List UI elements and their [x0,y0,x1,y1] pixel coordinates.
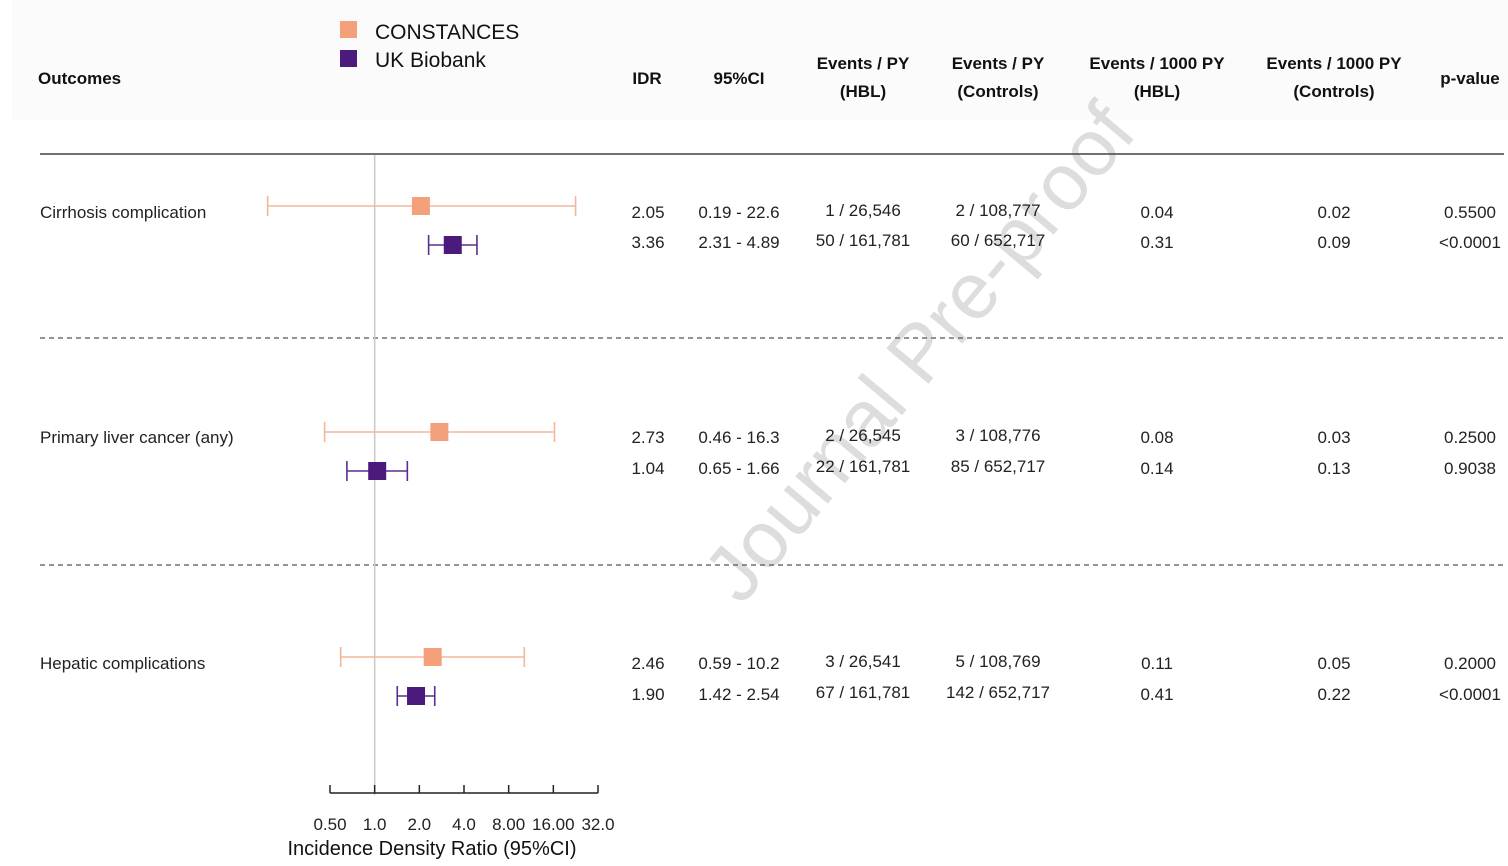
header-ci: 95%CI [713,69,764,88]
cell-events-py-hbl: 67 / 161,781 [816,683,911,702]
cell-events-py-hbl: 3 / 26,541 [825,652,901,671]
cell-rate-hbl: 0.41 [1140,685,1173,704]
cell-idr: 2.73 [631,428,664,447]
cell-rate-controls: 0.05 [1317,654,1350,673]
cell-rate-hbl: 0.31 [1140,233,1173,252]
header-pvalue: p-value [1440,69,1500,88]
point-estimate [443,236,462,254]
cell-ci: 0.46 - 16.3 [698,428,779,447]
header-events-py-controls-line2: (Controls) [957,82,1038,101]
cell-ci: 0.65 - 1.66 [698,459,779,478]
outcome-label: Cirrhosis complication [40,203,206,222]
x-tick-label: 16.00 [532,815,575,834]
outcome-label: Primary liver cancer (any) [40,428,234,447]
cell-pvalue: 0.2000 [1444,654,1496,673]
legend-label-constances: CONSTANCES [375,21,519,44]
header-events-py-hbl-line2: (HBL) [840,82,886,101]
x-axis-title: Incidence Density Ratio (95%CI) [287,838,576,860]
legend-swatch-constances [340,21,357,38]
cell-rate-hbl: 0.11 [1141,654,1173,673]
x-tick-label: 32.0 [581,815,614,834]
cell-idr: 2.46 [631,654,664,673]
watermark-text: Journal Pre-proof [686,86,1152,617]
cell-events-py-hbl: 2 / 26,545 [825,426,901,445]
cell-ci: 0.59 - 10.2 [698,654,779,673]
x-tick-label: 0.50 [313,815,346,834]
cell-ci: 0.19 - 22.6 [698,203,779,222]
cell-events-py-controls: 60 / 652,717 [951,231,1046,250]
cell-events-py-controls: 3 / 108,776 [955,426,1040,445]
legend-label-ukbiobank: UK Biobank [375,49,486,72]
point-estimate [368,462,387,480]
cell-rate-controls: 0.22 [1317,685,1350,704]
cell-pvalue: 0.5500 [1444,203,1496,222]
cell-events-py-controls: 85 / 652,717 [951,457,1046,476]
cell-rate-hbl: 0.14 [1140,459,1173,478]
cell-events-py-hbl: 1 / 26,546 [825,201,901,220]
cell-rate-hbl: 0.04 [1140,203,1173,222]
x-tick-label: 1.0 [363,815,387,834]
cell-ci: 2.31 - 4.89 [698,233,779,252]
cell-idr: 3.36 [631,233,664,252]
cell-events-py-controls: 5 / 108,769 [955,652,1040,671]
cell-pvalue: 0.9038 [1444,459,1496,478]
cell-rate-controls: 0.09 [1317,233,1350,252]
legend-swatch-ukbiobank [340,50,357,67]
header-events-1000-controls-line1: Events / 1000 PY [1266,54,1402,73]
cell-ci: 1.42 - 2.54 [698,685,779,704]
cell-events-py-hbl: 22 / 161,781 [816,457,911,476]
cell-rate-controls: 0.03 [1317,428,1350,447]
x-tick-label: 8.00 [492,815,525,834]
cell-rate-controls: 0.02 [1317,203,1350,222]
cell-idr: 2.05 [631,203,664,222]
header-events-py-controls-line1: Events / PY [952,54,1045,73]
cell-rate-hbl: 0.08 [1140,428,1173,447]
header-outcomes: Outcomes [38,69,121,88]
cell-pvalue: <0.0001 [1439,233,1501,252]
point-estimate [407,687,426,705]
cell-events-py-controls: 142 / 652,717 [946,683,1050,702]
cell-pvalue: 0.2500 [1444,428,1496,447]
outcome-label: Hepatic complications [40,654,205,673]
cell-idr: 1.90 [631,685,664,704]
header-events-py-hbl-line1: Events / PY [817,54,910,73]
header-band [12,0,1508,120]
header-events-1000-hbl-line2: (HBL) [1134,82,1180,101]
point-estimate [423,648,442,666]
header-events-1000-hbl-line1: Events / 1000 PY [1089,54,1225,73]
plot-layer: 0.50 1.0 2.0 4.0 8.00 16.00 32.0 Cirrhosis comp… [40,155,1501,834]
point-estimate [430,423,449,441]
cell-events-py-hbl: 50 / 161,781 [816,231,911,250]
x-tick-label: 2.0 [408,815,432,834]
x-tick-label: 4.0 [452,815,476,834]
cell-idr: 1.04 [631,459,664,478]
header-events-1000-controls-line2: (Controls) [1293,82,1374,101]
header-idr: IDR [632,69,661,88]
cell-rate-controls: 0.13 [1317,459,1350,478]
cell-pvalue: <0.0001 [1439,685,1501,704]
point-estimate [411,197,430,215]
cell-events-py-controls: 2 / 108,777 [955,201,1040,220]
